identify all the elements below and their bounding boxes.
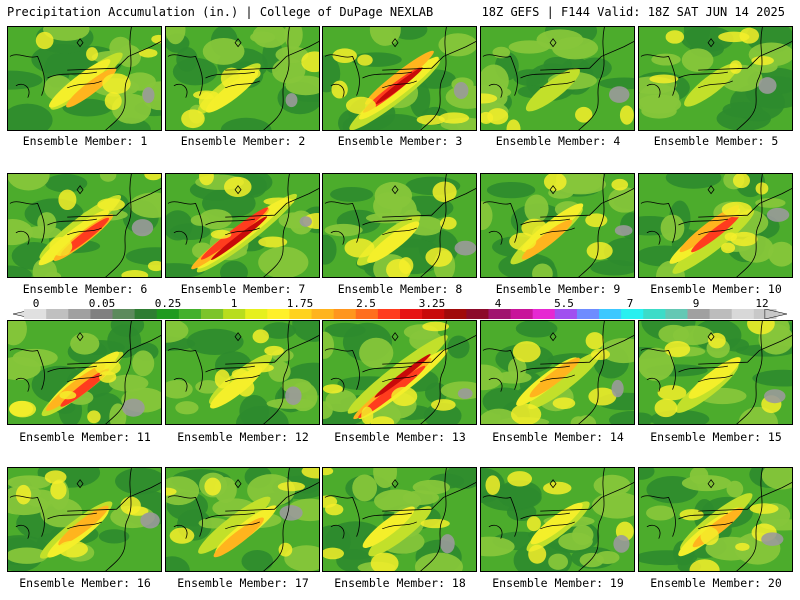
legend-swatch <box>665 309 688 319</box>
legend-swatch <box>200 309 224 319</box>
legend-labels: 0 0.05 0.25 1 1.75 2.5 3.25 4 5.5 7 9 12 <box>0 297 800 310</box>
member-caption-12: Ensemble Member: 12 <box>177 430 309 444</box>
member-map-6 <box>7 173 162 278</box>
legend-tick-label: 4 <box>494 297 502 310</box>
member-caption-15: Ensemble Member: 15 <box>650 430 782 444</box>
member-caption-7: Ensemble Member: 7 <box>180 282 306 296</box>
legend-tick-label: 7 <box>626 297 634 310</box>
legend-swatch <box>687 309 711 319</box>
legend-swatch <box>333 309 357 319</box>
member-map-7 <box>165 173 320 278</box>
legend-arrow-right <box>764 309 787 319</box>
member-caption-11: Ensemble Member: 11 <box>19 430 151 444</box>
member-map-11 <box>7 320 162 425</box>
legend-swatch <box>178 309 202 319</box>
member-map-12 <box>165 320 320 425</box>
member-map-1 <box>7 26 162 131</box>
color-legend <box>13 309 787 319</box>
member-map-18 <box>322 467 477 572</box>
legend-swatch <box>466 309 489 319</box>
legend-swatch <box>643 309 666 319</box>
member-caption-13: Ensemble Member: 13 <box>334 430 466 444</box>
legend-swatch <box>245 309 268 319</box>
legend-tick-label: 1 <box>230 297 238 310</box>
valid-time: 18Z GEFS | F144 Valid: 18Z SAT JUN 14 20… <box>481 5 785 19</box>
member-caption-6: Ensemble Member: 6 <box>22 282 148 296</box>
member-map-4 <box>480 26 635 131</box>
legend-swatch <box>46 309 69 319</box>
member-map-3 <box>322 26 477 131</box>
member-caption-8: Ensemble Member: 8 <box>337 282 463 296</box>
legend-swatch <box>355 309 379 319</box>
member-caption-2: Ensemble Member: 2 <box>180 134 306 148</box>
member-map-8 <box>322 173 477 278</box>
member-map-5 <box>638 26 793 131</box>
legend-swatch <box>134 309 158 319</box>
legend-swatch <box>532 309 556 319</box>
member-caption-19: Ensemble Member: 19 <box>492 576 624 590</box>
chart-title: Precipitation Accumulation (in.) | Colle… <box>7 5 434 19</box>
member-map-16 <box>7 467 162 572</box>
member-map-19 <box>480 467 635 572</box>
member-caption-10: Ensemble Member: 10 <box>650 282 782 296</box>
member-caption-5: Ensemble Member: 5 <box>653 134 779 148</box>
legend-tick-label: 3.25 <box>418 297 446 310</box>
member-map-17 <box>165 467 320 572</box>
member-caption-20: Ensemble Member: 20 <box>650 576 782 590</box>
member-caption-16: Ensemble Member: 16 <box>19 576 151 590</box>
legend-swatch <box>24 309 47 319</box>
legend-swatch <box>554 309 578 319</box>
member-caption-14: Ensemble Member: 14 <box>492 430 624 444</box>
legend-swatch <box>422 309 445 319</box>
legend-swatch <box>267 309 290 319</box>
legend-tick-label: 5.5 <box>554 297 574 310</box>
legend-swatch <box>377 309 401 319</box>
legend-swatch <box>400 309 423 319</box>
legend-swatch <box>599 309 622 319</box>
legend-tick-label: 12 <box>755 297 769 310</box>
member-map-2 <box>165 26 320 131</box>
legend-swatch <box>488 309 512 319</box>
member-map-9 <box>480 173 635 278</box>
legend-swatch <box>621 309 644 319</box>
member-map-10 <box>638 173 793 278</box>
legend-swatch <box>289 309 313 319</box>
legend-tick-label: 0.25 <box>154 297 182 310</box>
legend-swatch <box>311 309 335 319</box>
legend-swatch <box>68 309 91 319</box>
member-caption-18: Ensemble Member: 18 <box>334 576 466 590</box>
member-caption-9: Ensemble Member: 9 <box>495 282 621 296</box>
member-caption-3: Ensemble Member: 3 <box>337 134 463 148</box>
member-caption-17: Ensemble Member: 17 <box>177 576 309 590</box>
legend-swatch <box>223 309 246 319</box>
member-caption-1: Ensemble Member: 1 <box>22 134 148 148</box>
member-map-20 <box>638 467 793 572</box>
member-caption-4: Ensemble Member: 4 <box>495 134 621 148</box>
legend-tick-label: 0.05 <box>88 297 116 310</box>
legend-tick-label: 9 <box>692 297 700 310</box>
legend-tick-label: 0 <box>32 297 40 310</box>
legend-swatch <box>510 309 534 319</box>
legend-swatch <box>90 309 114 319</box>
legend-tick-label: 2.5 <box>356 297 376 310</box>
legend-swatch <box>576 309 600 319</box>
legend-swatch <box>709 309 733 319</box>
legend-swatch <box>444 309 467 319</box>
legend-swatch <box>112 309 136 319</box>
legend-swatch <box>156 309 180 319</box>
member-map-14 <box>480 320 635 425</box>
member-map-13 <box>322 320 477 425</box>
legend-swatch <box>731 309 755 319</box>
member-map-15 <box>638 320 793 425</box>
legend-tick-label: 1.75 <box>286 297 314 310</box>
